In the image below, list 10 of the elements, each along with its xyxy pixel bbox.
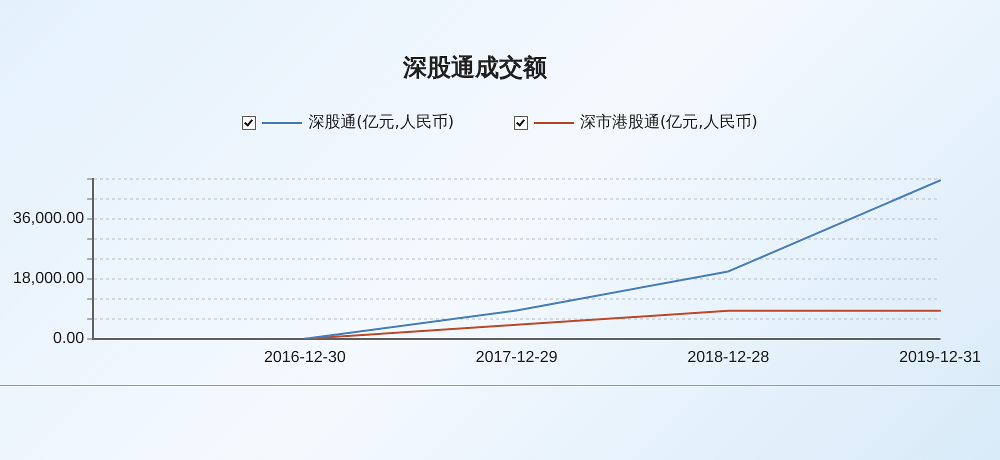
- y-tick-label: 0.00: [53, 330, 84, 348]
- x-tick-label: 2018-12-28: [687, 348, 770, 366]
- chart-title: 深股通成交额: [402, 54, 548, 82]
- x-tick-label: 2016-12-30: [264, 348, 346, 366]
- y-tick-label: 18,000.00: [12, 270, 84, 288]
- x-tick-label: 2019-12-31: [899, 348, 982, 366]
- y-tick-label: 36,000.00: [12, 210, 84, 228]
- legend-label: 深股通(亿元,人民币): [308, 112, 454, 133]
- x-tick-label: 2017-12-29: [476, 348, 558, 366]
- legend-label: 深市港股通(亿元,人民币): [580, 112, 758, 133]
